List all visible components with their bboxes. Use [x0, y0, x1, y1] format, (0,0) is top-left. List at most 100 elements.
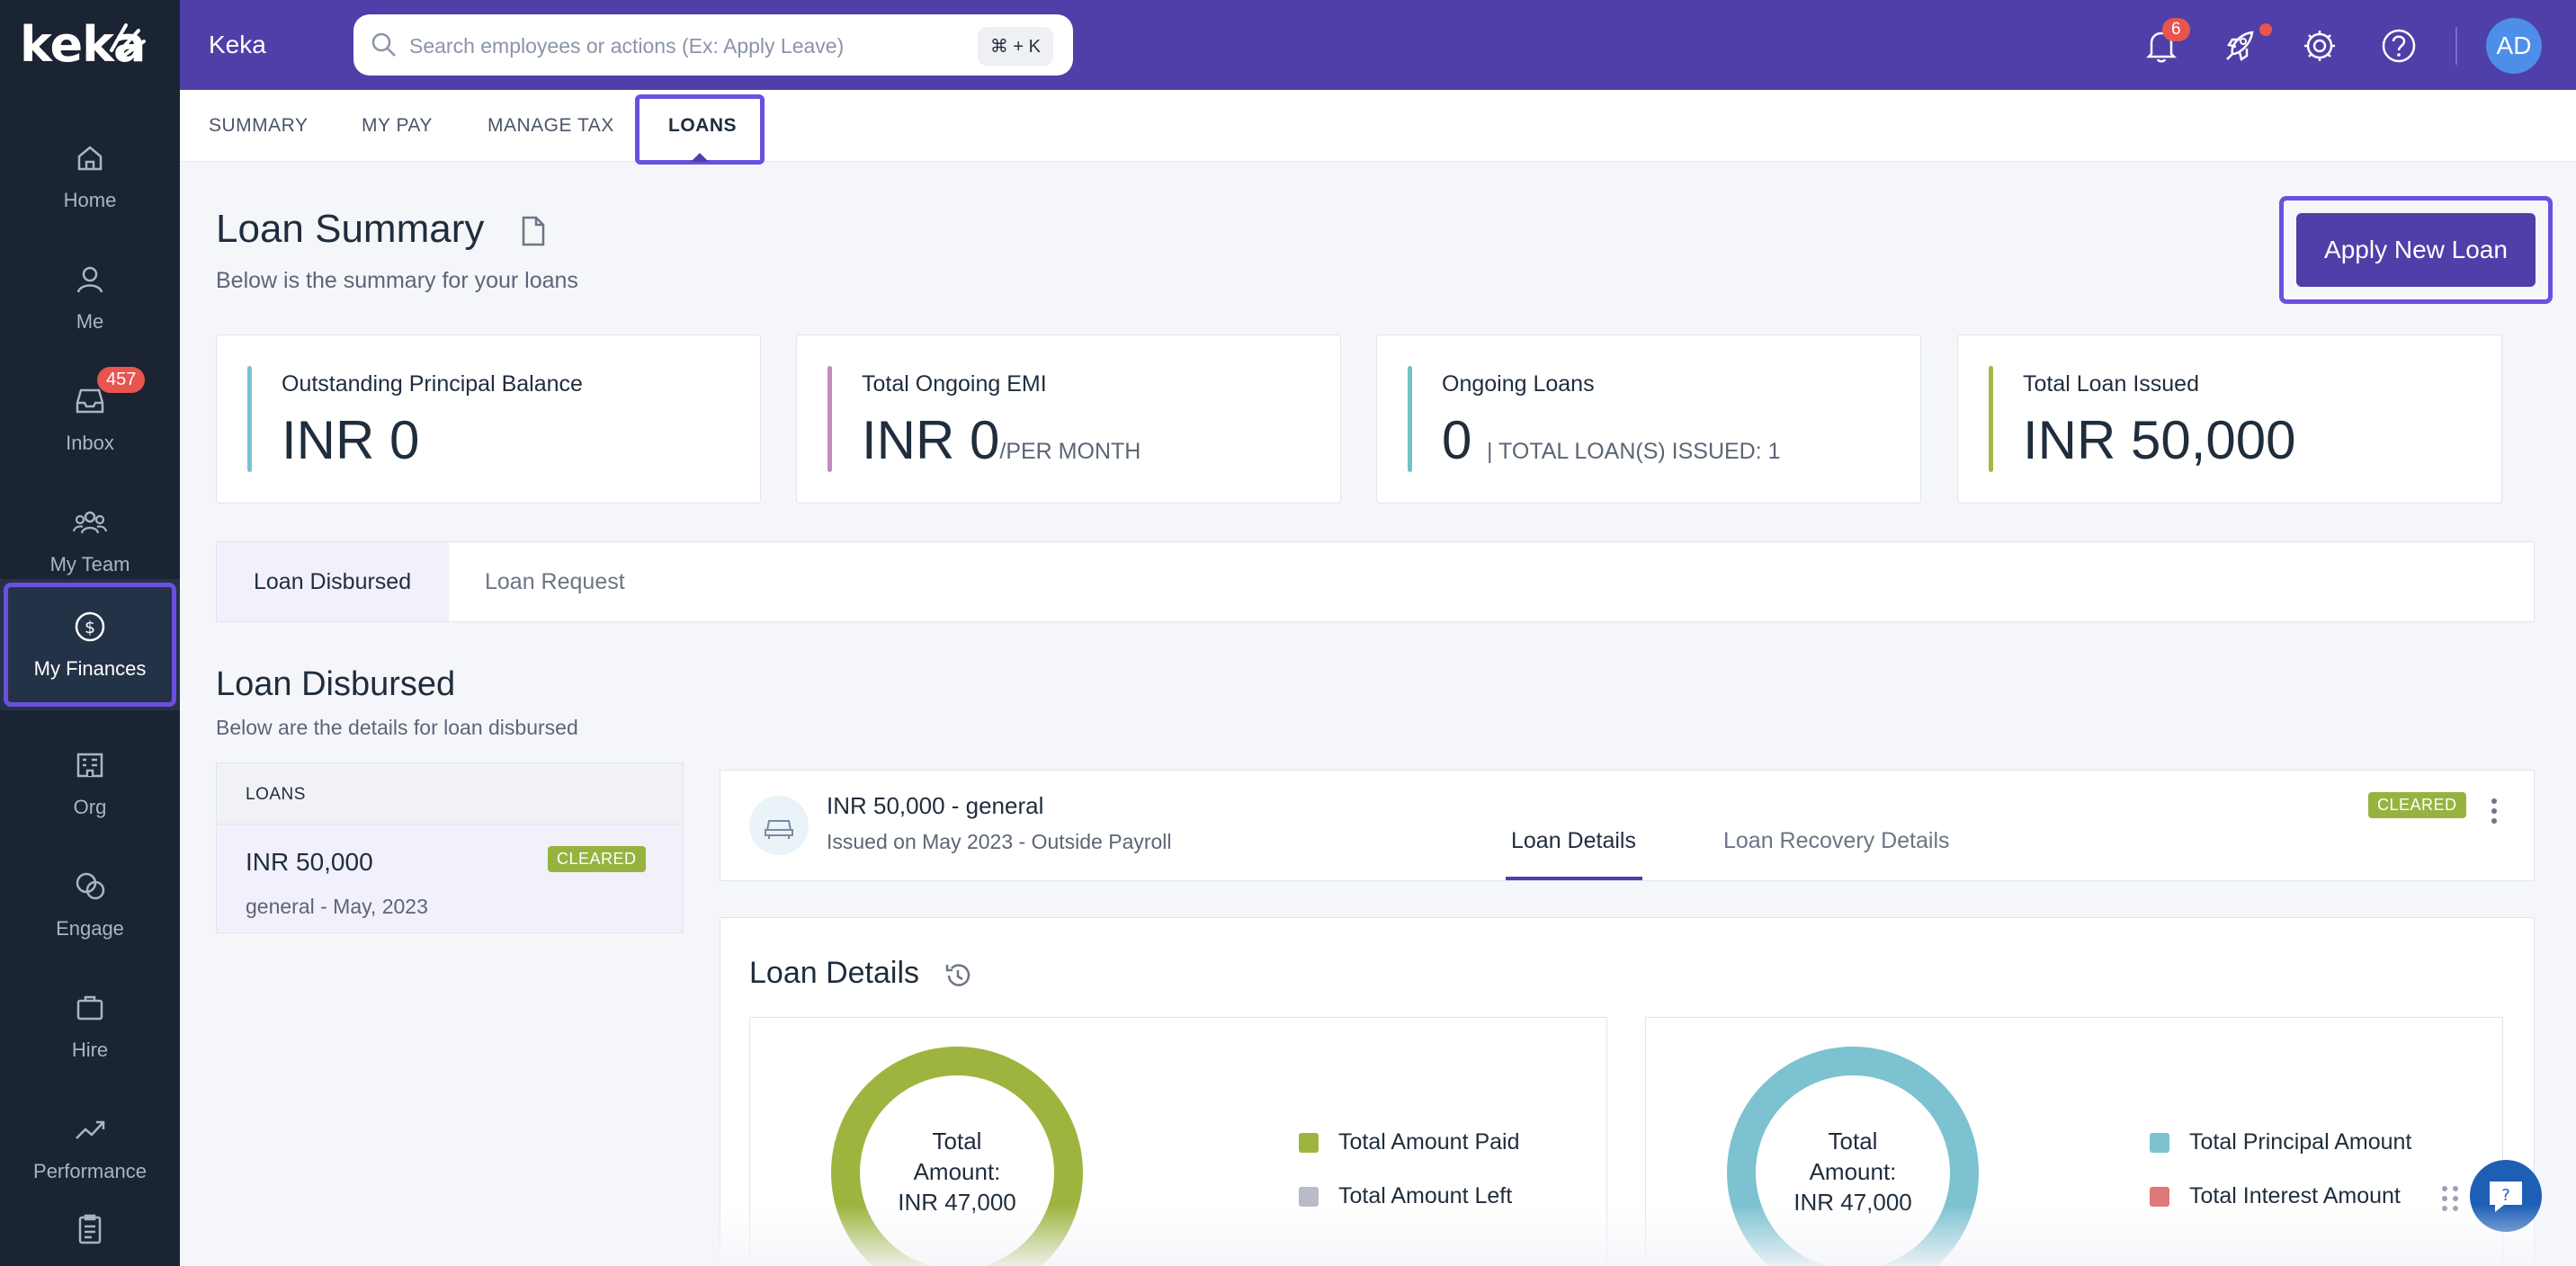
tab-my-pay[interactable]: MY PAY	[362, 115, 433, 136]
search-placeholder: Search employees or actions (Ex: Apply L…	[409, 34, 845, 58]
card-value-suffix: /PER MONTH	[999, 439, 1141, 464]
card-accent-bar	[827, 366, 832, 472]
rocket-dot	[2259, 23, 2272, 36]
card-value-text: INR 0	[282, 410, 420, 470]
donut-line: Total	[932, 1128, 982, 1155]
loans-list-header-text: LOANS	[246, 785, 306, 804]
tab-loan-recovery-details[interactable]: Loan Recovery Details	[1723, 828, 1950, 853]
sidebar-item-org[interactable]: Org	[0, 722, 180, 843]
tab-summary[interactable]: SUMMARY	[209, 115, 309, 136]
apply-new-loan-highlight: Apply New Loan	[2279, 196, 2553, 304]
summary-card-ongoing-loans: Ongoing Loans 0 | TOTAL LOAN(S) ISSUED: …	[1376, 334, 1921, 504]
card-title: Total Loan Issued	[2023, 371, 2199, 397]
active-tab-indicator	[1506, 877, 1642, 880]
team-icon	[72, 511, 108, 533]
sidebar-item-my-team[interactable]: My Team	[0, 479, 180, 601]
history-icon[interactable]	[944, 961, 972, 990]
section-title: Loan Disbursed	[216, 665, 456, 703]
tab-loans[interactable]: LOANS	[668, 115, 737, 136]
card-value-text: INR 50,000	[2023, 410, 2296, 470]
keka-logo[interactable]: keka	[0, 0, 180, 90]
help-chat-button[interactable]: ?	[2470, 1160, 2542, 1232]
card-value-text: 0	[1442, 410, 1472, 470]
sidebar-item-home[interactable]: Home	[0, 115, 180, 236]
legend-swatch	[2150, 1132, 2169, 1153]
card-title: Outstanding Principal Balance	[282, 371, 583, 397]
car-icon	[765, 820, 793, 839]
brand-name: Keka	[209, 31, 266, 58]
sidebar: keka Home Me Inbox 457 My Team $ My Fina…	[0, 0, 180, 1266]
tab-manage-tax[interactable]: MANAGE TAX	[487, 115, 614, 136]
sidebar-item-hire[interactable]: Hire	[0, 965, 180, 1086]
sidebar-item-performance[interactable]: Performance	[0, 1086, 180, 1208]
sidebar-item-inbox[interactable]: Inbox 457	[0, 358, 180, 479]
card-accent-bar	[1408, 366, 1412, 472]
loan-detail-title: INR 50,000 - general	[827, 792, 1044, 819]
sidebar-item-label: Engage	[56, 916, 124, 940]
tab-loan-disbursed[interactable]: Loan Disbursed	[217, 542, 449, 621]
donut-chart	[831, 1047, 1083, 1266]
gear-icon[interactable]	[2299, 25, 2340, 67]
tab-loan-request[interactable]: Loan Request	[485, 568, 625, 594]
sidebar-item-label: Me	[76, 309, 104, 333]
donut-center-text: Total Amount: INR 47,000	[1725, 1126, 1981, 1217]
section-subtitle: Below are the details for loan disbursed	[216, 716, 578, 739]
card-accent-bar	[247, 366, 252, 472]
tab-loans-highlight	[635, 94, 765, 165]
document-icon[interactable]	[520, 216, 547, 246]
donut-line: INR 47,000	[1793, 1189, 1912, 1216]
sidebar-item-my-finances[interactable]: $ My Finances	[0, 579, 180, 710]
sidebar-item-me[interactable]: Me	[0, 236, 180, 358]
summary-card-total-issued: Total Loan Issued INR 50,000	[1957, 334, 2502, 504]
loan-detail-header: INR 50,000 - general Issued on May 2023 …	[720, 770, 2535, 881]
loan-details-title: Loan Details	[749, 956, 920, 990]
legend-item: Total Amount Left	[1299, 1183, 1512, 1209]
more-options-icon[interactable]	[2491, 798, 2498, 825]
legend-swatch	[2150, 1186, 2169, 1207]
sidebar-item-label: Org	[73, 795, 107, 818]
car-icon-wrap	[749, 796, 809, 855]
search-icon	[371, 32, 396, 57]
tab-loan-details[interactable]: Loan Details	[1511, 828, 1636, 853]
loan-amount: INR 50,000	[246, 848, 373, 876]
card-value: INR 0	[282, 409, 419, 471]
donut-line: Amount:	[1809, 1158, 1897, 1185]
list-item[interactable]: INR 50,000 CLEARED general - May, 2023	[217, 825, 683, 932]
card-value: INR 50,000	[2023, 409, 2296, 471]
top-bar: Keka Search employees or actions (Ex: Ap…	[180, 0, 2576, 90]
sub-navigation: SUMMARY MY PAY MANAGE TAX LOANS	[180, 90, 2576, 165]
svg-text:$: $	[85, 618, 95, 637]
home-icon	[77, 145, 103, 170]
summary-card-outstanding: Outstanding Principal Balance INR 0	[216, 334, 761, 504]
avatar[interactable]: AD	[2486, 18, 2542, 74]
topbar-divider	[2455, 27, 2457, 65]
legend-label: Total Amount Left	[1338, 1183, 1513, 1208]
card-value: 0 | TOTAL LOAN(S) ISSUED: 1	[1442, 409, 1781, 471]
apply-new-loan-button[interactable]: Apply New Loan	[2296, 213, 2536, 287]
legend-label: Total Amount Paid	[1338, 1129, 1520, 1155]
drag-handle-icon[interactable]	[2439, 1183, 2461, 1214]
card-value: INR 0/PER MONTH	[862, 409, 1140, 471]
tab-loans-indicator	[691, 153, 709, 162]
status-badge: CLEARED	[2368, 792, 2466, 818]
chat-icon	[76, 872, 105, 899]
loan-details-panel: Loan Details Total Amount: INR 47,000 To…	[720, 917, 2535, 1266]
loans-list: LOANS INR 50,000 CLEARED general - May, …	[216, 762, 684, 933]
help-icon[interactable]	[2378, 25, 2419, 67]
legend-swatch	[1299, 1186, 1319, 1207]
sidebar-item-engage[interactable]: Engage	[0, 843, 180, 965]
donut-line: Amount:	[913, 1158, 1001, 1185]
legend-swatch	[1299, 1132, 1319, 1153]
status-badge: CLEARED	[548, 846, 646, 872]
inbox-badge: 457	[97, 367, 146, 393]
card-title: Ongoing Loans	[1442, 371, 1595, 397]
sidebar-item-label: My Team	[49, 552, 130, 575]
card-value-suffix: | TOTAL LOAN(S) ISSUED: 1	[1487, 439, 1781, 464]
clipboard-icon[interactable]	[72, 1210, 108, 1246]
donut-line: Total	[1828, 1128, 1878, 1155]
rocket-icon[interactable]	[2220, 25, 2261, 67]
logo-sparkle-icon	[110, 23, 146, 56]
card-value-text: INR 0	[862, 410, 1000, 470]
legend-item: Total Principal Amount	[2150, 1129, 2411, 1155]
search-input[interactable]: Search employees or actions (Ex: Apply L…	[353, 14, 1073, 76]
